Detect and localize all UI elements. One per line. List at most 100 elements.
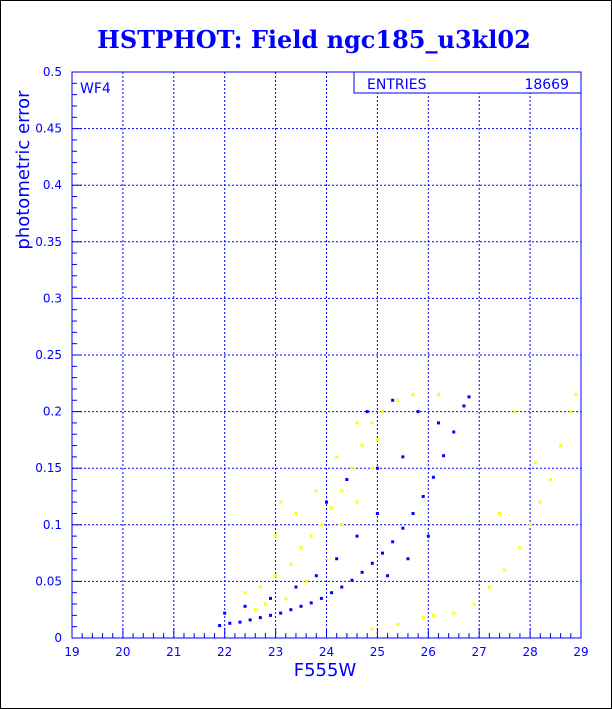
scatter-point	[370, 627, 374, 631]
scatter-point	[223, 611, 227, 615]
scatter-point	[243, 591, 247, 595]
scatter-point	[559, 444, 563, 448]
scatter-point	[258, 585, 262, 589]
scatter-point	[538, 500, 542, 504]
y-tick-label: 0.15	[35, 461, 62, 475]
scatter-point	[380, 410, 384, 414]
scatter-point	[355, 421, 359, 425]
scatter-point	[431, 475, 435, 479]
scatter-point	[294, 511, 298, 515]
scatter-point	[330, 591, 334, 595]
scatter-point	[401, 526, 405, 530]
scatter-point	[350, 578, 354, 582]
scatter-point	[238, 620, 242, 624]
scatter-point	[380, 551, 384, 555]
scatter-point	[263, 602, 267, 606]
scatter-point	[513, 410, 517, 414]
y-tick-label: 0.05	[35, 574, 62, 588]
x-tick-label: 25	[370, 645, 385, 659]
scatter-point	[365, 410, 369, 414]
scatter-point	[269, 596, 273, 600]
scatter-point	[548, 478, 552, 482]
scatter-point	[421, 616, 425, 620]
x-tick-label: 24	[319, 645, 334, 659]
scatter-point	[498, 511, 502, 515]
scatter-point	[299, 604, 303, 608]
scatter-point	[228, 621, 232, 625]
scatter-point	[325, 500, 328, 504]
scatter-point	[462, 404, 466, 408]
stats-box-border	[353, 71, 582, 94]
scatter-point	[370, 561, 374, 565]
x-tick-label: 29	[573, 645, 588, 659]
scatter-point	[375, 466, 379, 470]
scatter-point	[360, 570, 364, 574]
scatter-point	[330, 506, 334, 510]
scatter-point	[411, 393, 415, 397]
x-tick-label: 22	[217, 645, 232, 659]
scatter-point	[411, 511, 415, 515]
scatter-point	[314, 489, 318, 493]
x-tick-label: 28	[522, 645, 537, 659]
panel-label: WF4	[80, 81, 111, 97]
scatter-point	[294, 585, 298, 589]
scatter-point	[396, 622, 400, 626]
scatter-point	[335, 557, 339, 561]
scatter-point	[452, 611, 456, 615]
scatter-point	[467, 395, 471, 399]
scatter-point	[279, 611, 283, 615]
scatter-point	[416, 410, 420, 414]
scatter-point	[426, 534, 430, 538]
scatter-point	[218, 624, 222, 628]
scatter-point	[370, 421, 374, 425]
grid-lines	[72, 72, 581, 638]
scatter-point	[345, 478, 349, 482]
y-tick-label: 0.25	[35, 348, 62, 362]
scatter-point	[421, 495, 425, 498]
scatter-point	[375, 438, 379, 442]
scatter-point	[442, 454, 446, 458]
scatter-point	[355, 500, 359, 504]
scatter-point	[370, 466, 374, 470]
scatter-point	[274, 534, 278, 538]
scatter-point	[314, 574, 318, 578]
stats-value: 18669	[524, 77, 569, 93]
y-tick-label: 0.1	[43, 518, 62, 532]
scatter-point	[335, 455, 339, 459]
scatter-point	[325, 557, 328, 561]
y-tick-label: 0	[54, 631, 62, 645]
stats-box: ENTRIES 18669	[353, 71, 582, 94]
scatter-point	[452, 430, 456, 434]
scatter-point	[574, 393, 578, 397]
y-tick-label: 0.5	[43, 65, 62, 79]
scatter-point	[386, 574, 390, 578]
y-tick-label: 0.2	[43, 405, 62, 419]
scatter-point	[258, 616, 262, 620]
scatter-point	[375, 511, 379, 515]
y-axis-label: photometric error	[13, 90, 34, 250]
chart-title: HSTPHOT: Field ngc185_u3kl02	[97, 25, 531, 54]
scatter-point	[406, 557, 410, 561]
x-tick-label: 21	[166, 645, 181, 659]
scatter-point	[436, 421, 440, 425]
scatter-point	[472, 602, 476, 606]
scatter-point	[309, 534, 313, 538]
scatter-point	[309, 601, 313, 605]
scatter-point	[243, 604, 247, 608]
scatter-point	[569, 410, 573, 414]
scatter-point	[396, 398, 400, 402]
scatter-point	[289, 608, 293, 612]
scatter-point	[340, 489, 344, 493]
scatter-point	[401, 455, 405, 459]
scatter-point	[284, 596, 288, 600]
scatter-point	[391, 540, 395, 544]
scatter-point	[436, 393, 440, 397]
scatter-point	[248, 618, 252, 622]
scatter-point	[340, 585, 344, 589]
x-tick-label: 19	[64, 645, 79, 659]
scatter-point	[350, 466, 354, 470]
axis-ticks: 19 20 21 22 23 24 25 26 27 28 29 0 0.05 0.1 0.15 0.2 0.2…	[35, 65, 588, 659]
scatter-point	[304, 579, 308, 583]
scatter-point	[355, 534, 359, 538]
x-tick-label: 27	[472, 645, 487, 659]
